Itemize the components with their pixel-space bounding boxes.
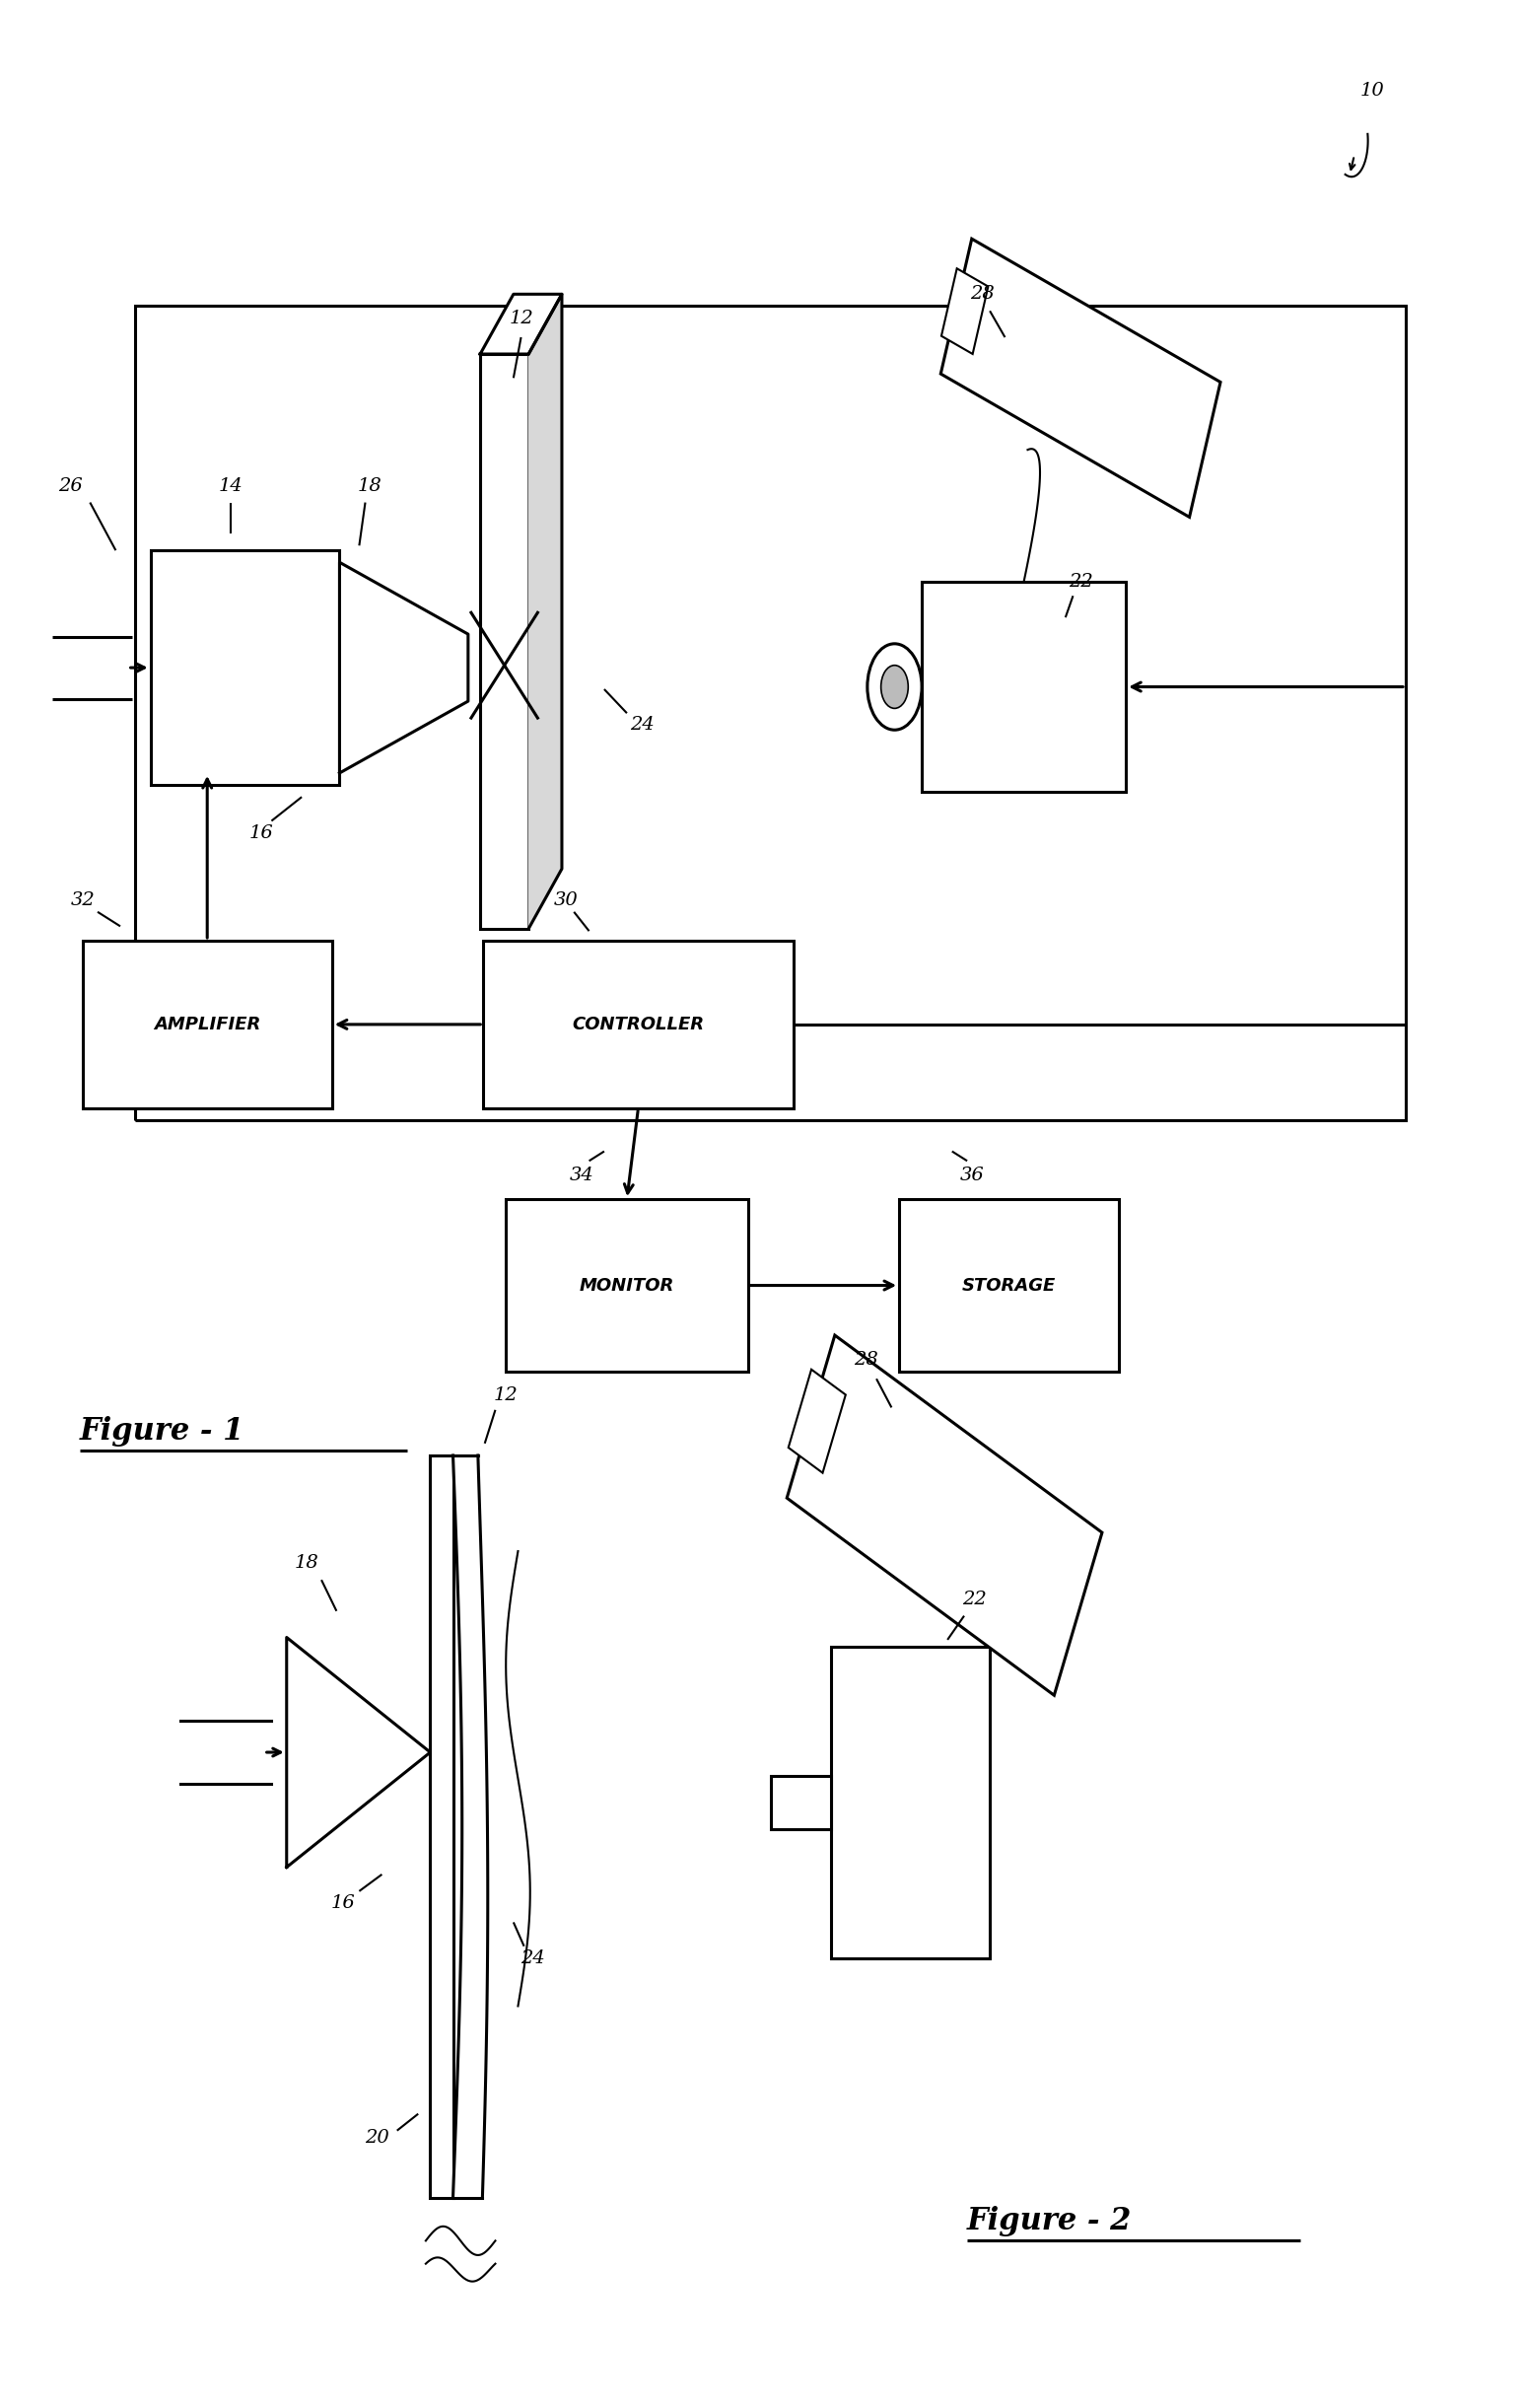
Bar <box>151 551 340 785</box>
Text: 26: 26 <box>58 477 82 494</box>
Bar <box>771 1777 832 1830</box>
Text: Figure - 2: Figure - 2 <box>967 2206 1132 2237</box>
Text: 10: 10 <box>1360 82 1384 99</box>
Text: CONTROLLER: CONTROLLER <box>572 1016 705 1033</box>
Text: 16: 16 <box>331 1895 354 1912</box>
Text: 34: 34 <box>569 1165 594 1185</box>
Text: 32: 32 <box>70 891 95 908</box>
Text: 28: 28 <box>853 1351 877 1368</box>
Bar <box>789 1370 845 1474</box>
Polygon shape <box>453 1454 488 2199</box>
Circle shape <box>867 643 922 730</box>
Bar <box>942 267 989 354</box>
Text: AMPLIFIER: AMPLIFIER <box>154 1016 261 1033</box>
Text: STORAGE: STORAGE <box>961 1276 1056 1293</box>
Text: 22: 22 <box>963 1589 987 1609</box>
Text: 12: 12 <box>508 308 533 327</box>
Bar <box>507 1199 748 1373</box>
Bar <box>787 1334 1102 1695</box>
Polygon shape <box>287 1637 430 1866</box>
Bar <box>484 942 794 1108</box>
Bar <box>922 580 1126 792</box>
Text: 12: 12 <box>494 1387 519 1404</box>
Bar <box>940 238 1221 518</box>
Polygon shape <box>340 563 468 773</box>
Text: 24: 24 <box>630 715 655 734</box>
Bar <box>899 1199 1119 1373</box>
Polygon shape <box>528 294 562 929</box>
Text: 36: 36 <box>960 1165 984 1185</box>
Circle shape <box>881 665 908 708</box>
Text: 18: 18 <box>295 1553 319 1572</box>
Text: 22: 22 <box>1068 573 1093 590</box>
Bar <box>82 942 333 1108</box>
Bar <box>481 354 528 929</box>
Text: 18: 18 <box>357 477 382 494</box>
Text: Figure - 1: Figure - 1 <box>79 1416 244 1447</box>
Text: 30: 30 <box>554 891 578 908</box>
Text: 14: 14 <box>218 477 243 494</box>
Text: 20: 20 <box>365 2129 389 2146</box>
Text: 24: 24 <box>520 1950 545 1967</box>
Text: 28: 28 <box>971 284 995 303</box>
Text: 16: 16 <box>249 824 273 843</box>
Polygon shape <box>481 294 562 354</box>
Bar <box>430 1454 453 2199</box>
Text: MONITOR: MONITOR <box>580 1276 674 1293</box>
Bar <box>832 1647 990 1958</box>
